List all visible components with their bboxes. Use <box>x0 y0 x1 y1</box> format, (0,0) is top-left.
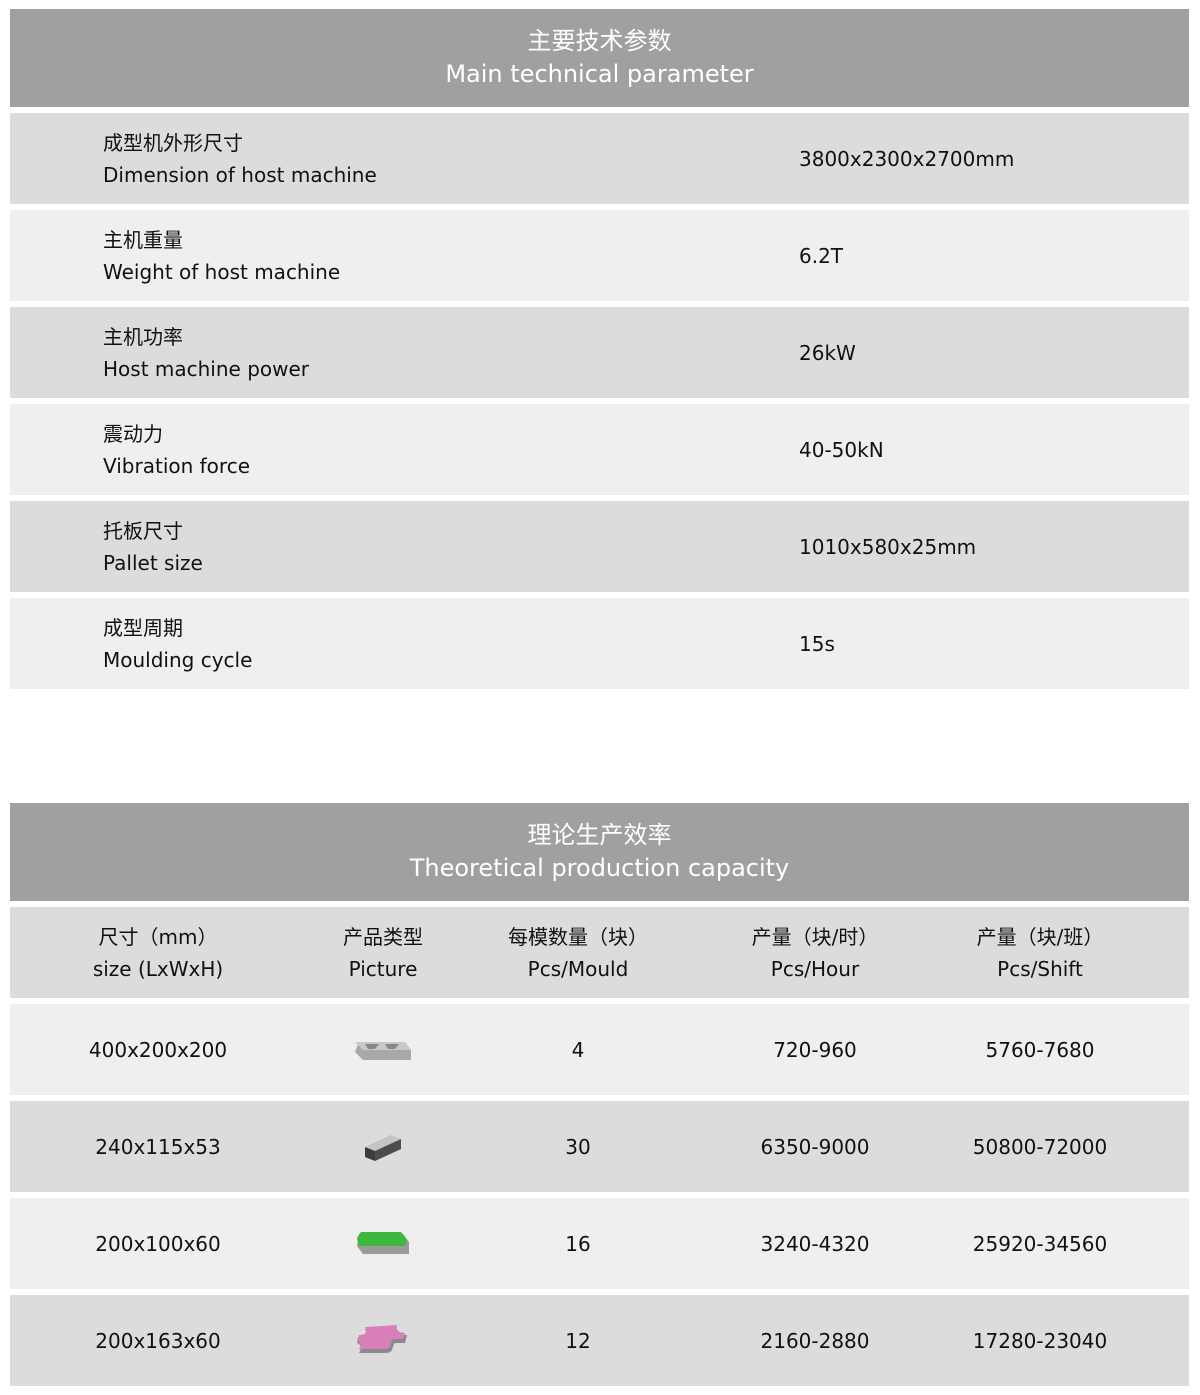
parameter-value: 15s <box>799 631 835 656</box>
parameter-label: 主机功率 Host machine power <box>103 321 309 385</box>
column-header: 产品类型 Picture <box>343 921 423 985</box>
column-header-cn: 产量（块/时） <box>751 924 879 949</box>
cell-size: 200x100x60 <box>95 1231 221 1256</box>
capacity-header: 理论生产效率 Theoretical production capacity <box>10 803 1189 901</box>
cell-pcs-shift: 17280-23040 <box>972 1328 1108 1353</box>
cell-size: 240x115x53 <box>95 1134 221 1159</box>
parameter-label: 成型机外形尺寸 Dimension of host machine <box>103 127 377 191</box>
parameter-label-cn: 震动力 <box>103 421 163 446</box>
cell-pcs-mould: 4 <box>571 1037 585 1062</box>
column-header-cn: 每模数量（块） <box>508 924 648 949</box>
parameter-row: 托板尺寸 Pallet size 1010x580x25mm <box>10 501 1189 592</box>
solid-brick-icon <box>363 1129 403 1165</box>
column-header-en: Pcs/Mould <box>527 956 629 981</box>
technical-title-en: Main technical parameter <box>445 60 754 88</box>
parameter-row: 成型周期 Moulding cycle 15s <box>10 598 1189 689</box>
parameter-label: 成型周期 Moulding cycle <box>103 612 252 676</box>
cell-size: 200x163x60 <box>95 1328 221 1353</box>
parameter-label-cn: 主机功率 <box>103 324 183 349</box>
column-header: 尺寸（mm） size (LxWxH) <box>93 921 223 985</box>
parameter-row: 成型机外形尺寸 Dimension of host machine 3800x230… <box>10 113 1189 204</box>
parameter-row: 主机功率 Host machine power 26kW <box>10 307 1189 398</box>
cell-pcs-mould: 12 <box>565 1328 591 1353</box>
technical-parameter-table: 主要技术参数 Main technical parameter 成型机外形尺寸 D… <box>10 9 1189 689</box>
cell-pcs-hour: 2160-2880 <box>760 1328 870 1353</box>
technical-header: 主要技术参数 Main technical parameter <box>10 9 1189 107</box>
parameter-label: 托板尺寸 Pallet size <box>103 515 203 579</box>
parameter-row: 震动力 Vibration force 40-50kN <box>10 404 1189 495</box>
cell-pcs-mould: 16 <box>565 1231 591 1256</box>
parameter-value: 1010x580x25mm <box>799 534 977 559</box>
technical-title-cn: 主要技术参数 <box>527 27 672 55</box>
capacity-row: 200x163x60 12 2160-2880 17280-23040 <box>10 1295 1189 1386</box>
cell-pcs-shift: 50800-72000 <box>972 1134 1108 1159</box>
cell-pcs-hour: 6350-9000 <box>760 1134 870 1159</box>
column-header: 每模数量（块） Pcs/Mould <box>508 921 648 985</box>
pink-interlock-paver-icon <box>355 1323 411 1359</box>
parameter-label-en: Moulding cycle <box>103 647 253 672</box>
column-header-en: Pcs/Hour <box>770 956 860 981</box>
capacity-column-header-row: 尺寸（mm） size (LxWxH) 产品类型 Picture 每模数量（块） Pcs/… <box>10 907 1189 998</box>
column-header-en: size (LxWxH) <box>92 956 224 981</box>
capacity-title-cn: 理论生产效率 <box>527 821 672 849</box>
column-header-en: Picture <box>348 956 418 981</box>
parameter-label-en: Weight of host machine <box>103 259 341 284</box>
production-capacity-table: 理论生产效率 Theoretical production capacity 尺… <box>10 803 1189 1386</box>
parameter-value: 6.2T <box>799 243 844 268</box>
parameter-label-en: Host machine power <box>103 356 310 381</box>
parameter-label: 震动力 Vibration force <box>103 418 250 482</box>
column-header-cn: 尺寸（mm） <box>98 924 218 949</box>
parameter-label: 主机重量 Weight of host machine <box>103 224 340 288</box>
capacity-row: 400x200x200 4 720-960 5760-7680 <box>10 1004 1189 1095</box>
capacity-title-en: Theoretical production capacity <box>409 854 790 882</box>
column-header: 产量（块/班） Pcs/Shift <box>977 921 1104 985</box>
capacity-row: 200x100x60 16 3240-4320 25920-34560 <box>10 1198 1189 1289</box>
parameter-label-en: Dimension of host machine <box>103 162 377 187</box>
cell-pcs-shift: 5760-7680 <box>985 1037 1095 1062</box>
cell-size: 400x200x200 <box>88 1037 228 1062</box>
column-header-cn: 产品类型 <box>343 924 423 949</box>
parameter-value: 40-50kN <box>799 437 884 462</box>
parameter-label-en: Pallet size <box>103 550 203 575</box>
cell-pcs-shift: 25920-34560 <box>972 1231 1108 1256</box>
parameter-label-cn: 成型周期 <box>103 615 183 640</box>
capacity-row: 240x115x53 30 6350-9000 50800-72000 <box>10 1101 1189 1192</box>
parameter-label-cn: 主机重量 <box>103 227 183 252</box>
cell-pcs-hour: 720-960 <box>773 1037 857 1062</box>
parameter-label-en: Vibration force <box>103 453 251 478</box>
parameter-value: 3800x2300x2700mm <box>799 146 1015 171</box>
cell-pcs-mould: 30 <box>565 1134 591 1159</box>
green-paver-icon <box>355 1228 411 1260</box>
parameter-label-cn: 成型机外形尺寸 <box>103 130 243 155</box>
parameter-row: 主机重量 Weight of host machine 6.2T <box>10 210 1189 301</box>
column-header-cn: 产量（块/班） <box>976 924 1104 949</box>
hollow-block-icon <box>353 1034 413 1066</box>
parameter-value: 26kW <box>799 340 856 365</box>
cell-pcs-hour: 3240-4320 <box>760 1231 870 1256</box>
parameter-label-cn: 托板尺寸 <box>103 518 183 543</box>
column-header: 产量（块/时） Pcs/Hour <box>752 921 879 985</box>
column-header-en: Pcs/Shift <box>997 956 1083 981</box>
